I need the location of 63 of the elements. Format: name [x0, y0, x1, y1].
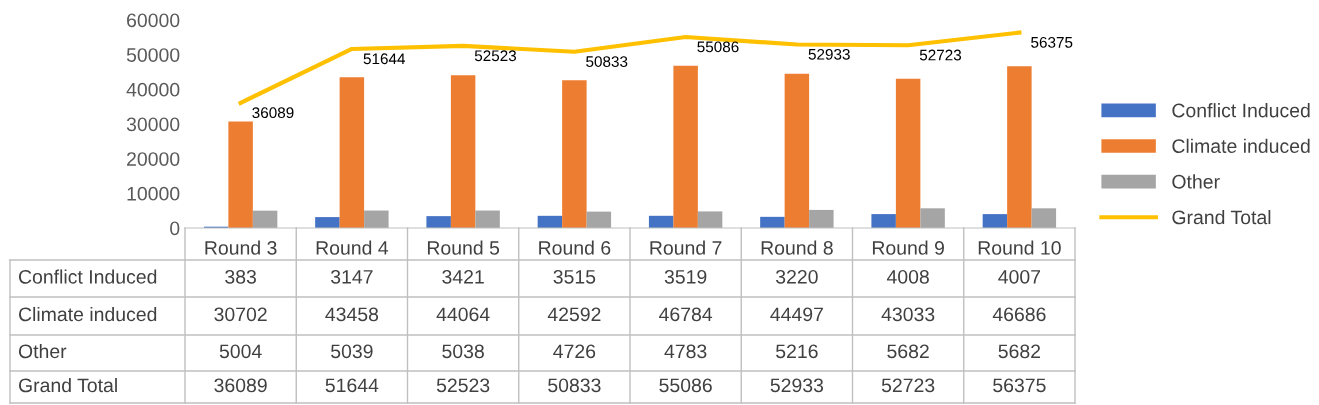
data-label: 4726: [553, 344, 596, 359]
data-label: 52933: [770, 378, 824, 393]
annotation: 52523: [474, 50, 517, 62]
data-label: 44064: [436, 307, 490, 322]
data-label: 3519: [664, 269, 707, 284]
annotation: 52723: [919, 49, 962, 61]
data-label: 5682: [887, 344, 929, 359]
data-label: 3515: [553, 269, 596, 284]
data-label: 43458: [325, 307, 379, 322]
y-tick-label: 50000: [126, 48, 180, 62]
y-tick-label: 0: [170, 221, 180, 236]
y-tick-label: 20000: [127, 152, 180, 166]
x-tick-label: Round 10: [978, 240, 1061, 255]
text: Conflict Induced: [18, 269, 157, 284]
data-label: 42592: [547, 307, 601, 322]
data-label: 4783: [664, 344, 707, 359]
data-label: 46784: [659, 307, 713, 322]
x-tick-label: Round 8: [761, 240, 833, 255]
legend-label: Grand Total: [1172, 209, 1271, 225]
data-label: 383: [225, 269, 256, 284]
annotation: 55086: [697, 41, 739, 53]
annotation: 52933: [808, 48, 850, 60]
annotation: 36089: [252, 107, 294, 119]
x-tick-label: Round 9: [872, 240, 944, 255]
annotation: 51644: [363, 53, 406, 65]
data-label: 3421: [442, 269, 484, 284]
data-label: 5039: [331, 344, 373, 359]
data-label: 44497: [770, 307, 823, 322]
text: Other: [18, 343, 67, 359]
data-label: 4007: [998, 269, 1041, 284]
x-tick-label: Round 5: [427, 240, 500, 255]
x-tick-label: Round 4: [316, 240, 389, 255]
text: Grand Total: [18, 377, 117, 393]
y-tick-label: 40000: [126, 82, 180, 97]
x-tick-label: Round 7: [650, 240, 722, 255]
data-label: 46686: [992, 307, 1046, 322]
data-label: 5004: [219, 344, 262, 359]
data-label: 52523: [436, 378, 490, 393]
annotation: 50833: [586, 56, 628, 67]
x-tick-label: Round 3: [205, 240, 277, 255]
legend-label: Climate induced: [1172, 138, 1310, 154]
data-label: 55086: [659, 378, 712, 393]
data-label: 3220: [775, 269, 818, 284]
data-label: 50833: [548, 378, 601, 393]
data-label: 4008: [886, 269, 929, 284]
data-label: 3147: [330, 269, 373, 284]
data-label: 5682: [998, 344, 1041, 359]
text: Climate induced: [18, 306, 157, 322]
data-label: 36089: [214, 378, 267, 393]
data-label: 56375: [993, 378, 1046, 393]
data-label: 5038: [442, 344, 484, 359]
x-tick-label: Round 6: [539, 240, 611, 255]
legend-label: Conflict Induced: [1172, 103, 1310, 118]
y-tick-label: 30000: [126, 117, 180, 132]
data-label: 51644: [325, 378, 379, 393]
data-label: 43033: [881, 307, 935, 322]
data-label: 52723: [881, 378, 935, 393]
legend-label: Other: [1172, 174, 1220, 189]
data-label: 30702: [214, 307, 267, 322]
y-tick-label: 10000: [127, 186, 180, 201]
annotation: 56375: [1031, 36, 1073, 48]
data-label: 5216: [776, 344, 818, 359]
y-tick-label: 60000: [127, 13, 180, 28]
